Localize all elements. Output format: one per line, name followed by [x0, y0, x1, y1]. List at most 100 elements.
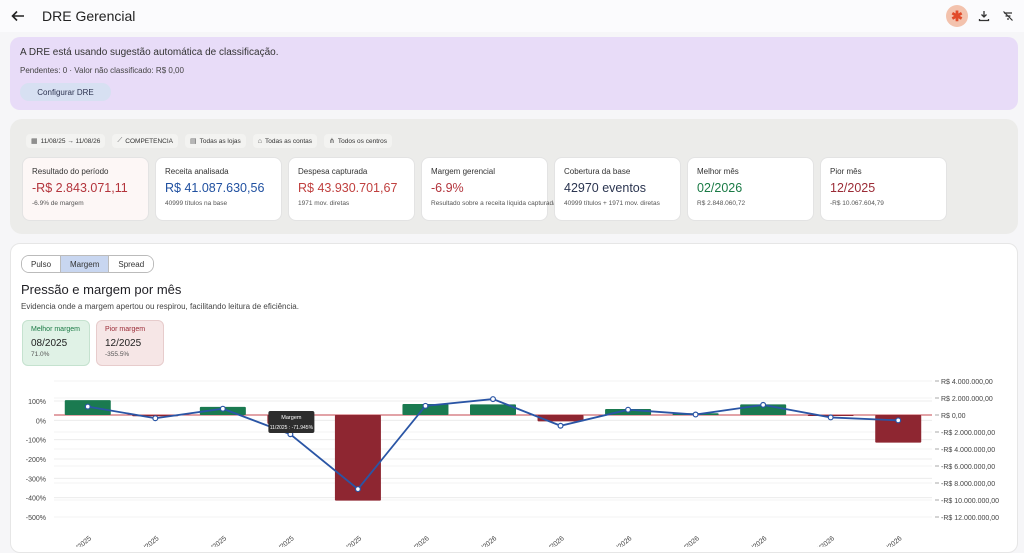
x-axis-tick: 11/2025 [272, 535, 296, 547]
x-axis-tick: 04/2026 [609, 535, 633, 547]
kpi-label: Melhor mês [697, 167, 739, 176]
margin-point [895, 417, 902, 424]
left-axis-tick: -400% [26, 496, 46, 503]
configure-dre-button[interactable]: Configurar DRE [20, 83, 111, 101]
banner-status: Pendentes: 0 · Valor não classificado: R… [20, 66, 184, 75]
right-axis-tick: -R$ 4.000.000,00 [941, 447, 995, 454]
clear-filter-icon[interactable] [1000, 8, 1016, 24]
tab-pulso[interactable]: Pulso [22, 256, 62, 272]
kpi-label: Margem gerencial [431, 167, 496, 176]
app-bar: DRE Gerencial ✱ [0, 0, 1024, 32]
left-axis-tick: -100% [26, 438, 46, 445]
margin-point [625, 406, 632, 413]
kpi-label: Cobertura da base [564, 167, 631, 176]
worst-margin-value: -355.5% [105, 351, 130, 358]
result-bar [470, 404, 516, 415]
kpi-label: Despesa capturada [298, 167, 368, 176]
summary-panel: ▦ 11/08/25 → 11/08/26 ⟋ COMPETENCIA ▤ Todas a… [10, 119, 1018, 234]
tab-spread[interactable]: Spread [109, 256, 154, 272]
kpi-value: R$ 41.087.630,56 [165, 181, 265, 195]
filter-chip[interactable]: ⋔ Todos os centros [324, 134, 393, 148]
kpi-card: Margem gerencial -6.9% Resultado sobre a r… [421, 157, 557, 221]
filter-chip-label: Todas as contas [265, 137, 313, 145]
tab-margem[interactable]: Margem [61, 256, 110, 272]
margin-point [219, 405, 226, 412]
download-icon[interactable] [976, 8, 992, 24]
best-margin-label: Melhor margem [31, 326, 81, 333]
x-axis-tick: 03/2026 [542, 535, 566, 547]
filter-chip-label: 11/08/25 → 11/08/26 [40, 137, 101, 145]
kpi-subtext: -R$ 10.067.604,79 [830, 200, 884, 207]
kpi-value: -6.9% [431, 181, 464, 195]
filter-chip[interactable]: ⌂ Todas as contas [252, 134, 318, 148]
right-axis-tick: -R$ 10.000.000,00 [941, 498, 999, 505]
kpi-value: R$ 43.930.701,67 [298, 181, 398, 195]
back-arrow-icon[interactable] [10, 8, 26, 24]
filter-chip[interactable]: ▦ 11/08/25 → 11/08/26 [26, 134, 106, 148]
section-subtitle: Evidencia onde a margem apertou ou respi… [21, 302, 299, 311]
best-margin-value: 71.0% [31, 351, 50, 358]
kpi-card: Pior mês 12/2025 -R$ 10.067.604,79 [820, 157, 947, 221]
calendar-icon: ▦ [31, 138, 38, 145]
left-axis-tick: -500% [26, 515, 46, 522]
x-axis-tick: 12/2025 [339, 535, 363, 547]
classification-banner: A DRE está usando sugestão automática de… [10, 37, 1018, 110]
kpi-label: Resultado do período [32, 167, 109, 176]
left-axis-tick: -200% [26, 457, 46, 464]
kpi-value: 02/2026 [697, 181, 743, 195]
kpi-value: 42970 eventos [564, 181, 647, 195]
worst-margin-label: Pior margem [105, 326, 146, 333]
kpi-card: Cobertura da base 42970 eventos 40999 títu… [554, 157, 681, 221]
right-axis-tick: R$ 4.000.000,00 [941, 379, 993, 386]
best-margin-card: Melhor margem 08/2025 71.0% [22, 320, 90, 366]
avatar[interactable]: ✱ [946, 5, 968, 27]
right-axis-tick: -R$ 12.000.000,00 [941, 515, 999, 522]
margin-point [490, 396, 497, 403]
filter-chip-label: Todos os centros [337, 137, 388, 145]
banner-message: A DRE está usando sugestão automática de… [20, 47, 279, 58]
filter-chip[interactable]: ⟋ COMPETENCIA [112, 134, 178, 148]
tooltip-text: 11/2025 : -71.945% [270, 425, 314, 431]
result-bar [537, 415, 584, 422]
hierarchy-icon: ⋔ [329, 138, 335, 145]
x-axis-tick: 09/2025 [137, 535, 161, 547]
worst-margin-month: 12/2025 [105, 338, 142, 349]
x-axis-tick: 08/2026 [880, 535, 904, 547]
kpi-subtext: 40999 títulos + 1971 mov. diretas [564, 200, 660, 207]
kpi-subtext: -6.9% de margem [32, 200, 84, 207]
kpi-label: Pior mês [830, 167, 862, 176]
view-tabs: Pulso Margem Spread [21, 255, 155, 273]
x-axis-tick: 05/2026 [677, 535, 701, 547]
right-axis-tick: R$ 2.000.000,00 [941, 396, 993, 403]
margin-point [152, 415, 159, 422]
filter-chip-label: COMPETENCIA [125, 137, 173, 145]
bank-icon: ⌂ [257, 137, 263, 145]
kpi-subtext: 1971 mov. diretas [298, 200, 350, 207]
x-axis-tick: 01/2026 [407, 535, 431, 547]
filter-chip-label: Todas as lojas [199, 137, 241, 145]
kpi-value: 12/2025 [830, 181, 876, 195]
trend-icon: ⟋ [117, 137, 123, 144]
filter-chip[interactable]: ▤ Todas as lojas [184, 134, 246, 148]
kpi-subtext: 40999 títulos na base [165, 200, 228, 207]
result-bar [875, 415, 922, 443]
page-title: DRE Gerencial [42, 8, 136, 24]
right-axis-tick: -R$ 8.000.000,00 [941, 481, 995, 488]
x-axis-tick: 07/2026 [812, 535, 836, 547]
store-icon: ▤ [189, 138, 197, 145]
right-axis-tick: -R$ 6.000.000,00 [941, 464, 995, 471]
left-axis-tick: 0% [36, 418, 46, 425]
chart-tooltip [268, 411, 315, 433]
x-axis-tick: 10/2025 [204, 535, 228, 547]
x-axis-tick: 06/2026 [745, 535, 769, 547]
kpi-card: Resultado do período -R$ 2.843.071,11 -6.9… [22, 157, 149, 221]
margin-point [557, 422, 564, 429]
best-margin-month: 08/2025 [31, 338, 68, 349]
x-axis-tick: 02/2026 [474, 535, 498, 547]
result-bar [402, 403, 449, 415]
left-axis-tick: -300% [26, 476, 46, 483]
filter-bar: ▦ 11/08/25 → 11/08/26 ⟋ COMPETENCIA ▤ Todas a… [26, 134, 393, 148]
kpi-card: Despesa capturada R$ 43.930.701,67 1971 mo… [288, 157, 415, 221]
tooltip-title: Margem [281, 415, 302, 421]
section-title: Pressão e margem por mês [21, 282, 182, 297]
